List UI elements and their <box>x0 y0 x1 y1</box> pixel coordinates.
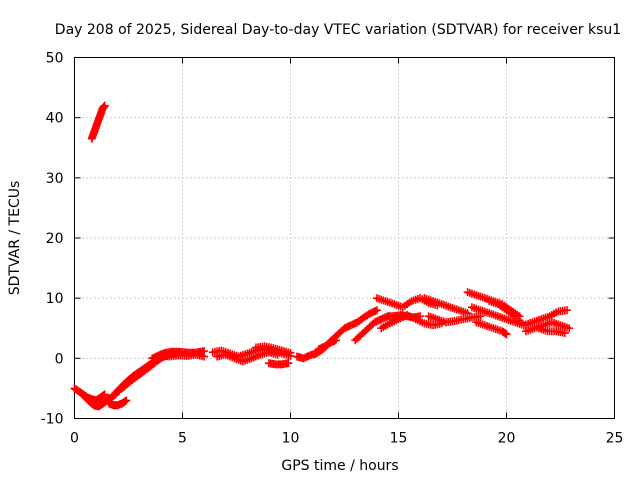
data-point <box>100 101 109 110</box>
series-sat-v <box>485 297 528 330</box>
y-tick-label: 50 <box>46 51 64 67</box>
y-tick-label: 0 <box>55 351 64 367</box>
x-tick-label: 15 <box>390 431 408 447</box>
x-tick-label: 20 <box>498 431 516 447</box>
data-point <box>372 306 381 315</box>
series-sat-k <box>264 359 293 369</box>
series-sat-r <box>424 312 485 327</box>
data-point <box>100 390 109 399</box>
series-sat-u <box>472 318 511 339</box>
series-sat-c <box>105 396 131 410</box>
x-tick-label: 10 <box>282 431 300 447</box>
series-sat-m <box>314 306 381 354</box>
series-sat-t <box>467 303 528 330</box>
x-axis-label: GPS time / hours <box>281 458 398 474</box>
series-sat-j <box>251 342 295 357</box>
data-point <box>200 352 209 361</box>
data-point <box>502 330 511 339</box>
y-axis-label: SDTVAR / TECUs <box>7 181 23 296</box>
series-sat-x <box>521 318 574 336</box>
y-tick-label: 20 <box>46 231 64 247</box>
y-tick-label: -10 <box>41 412 64 428</box>
data-points <box>70 101 574 411</box>
series-sat-y <box>534 324 569 338</box>
series-sat-g <box>156 350 209 361</box>
x-tick-label: 25 <box>606 431 624 447</box>
series-sat-w <box>519 306 571 330</box>
data-point <box>560 329 569 338</box>
data-point <box>562 306 571 315</box>
series-early-high <box>87 101 109 143</box>
series-sat-p <box>377 311 446 333</box>
axis-ticks: 0 5 10 15 20 25 -10 0 10 20 30 40 50 <box>41 51 624 447</box>
x-tick-label: 5 <box>178 431 187 447</box>
data-point <box>286 348 295 357</box>
x-tick-label: 0 <box>70 431 79 447</box>
series-sat-i <box>213 348 282 366</box>
y-tick-label: 30 <box>46 171 64 187</box>
y-tick-label: 10 <box>46 291 64 307</box>
y-tick-label: 40 <box>46 111 64 127</box>
chart-title: Day 208 of 2025, Sidereal Day-to-day VTE… <box>55 22 621 38</box>
data-point <box>122 396 131 405</box>
data-point <box>565 324 574 333</box>
data-point <box>284 359 293 368</box>
series-sat-q <box>420 294 472 318</box>
